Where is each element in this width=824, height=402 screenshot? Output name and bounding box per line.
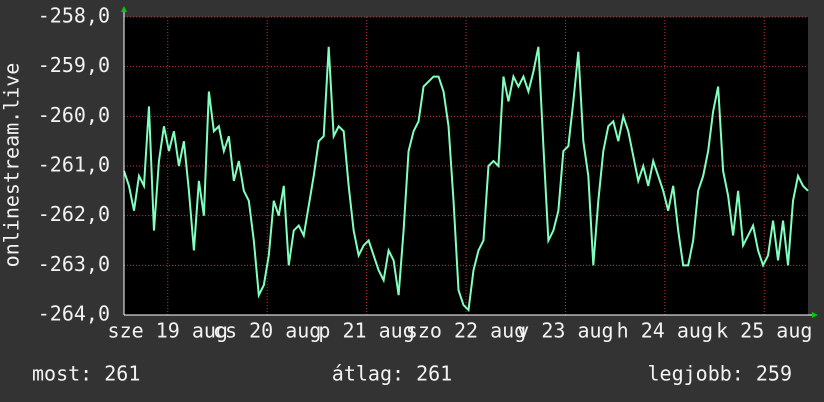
x-axis-arrow xyxy=(812,312,818,318)
y-axis-label: onlinestream.live xyxy=(0,63,24,268)
x-tick-label: cs 20 aug xyxy=(213,319,321,343)
y-axis-arrow xyxy=(121,6,127,12)
y-tick-label: -262,0 xyxy=(38,202,110,226)
x-tick-label: h 24 aug xyxy=(617,319,713,343)
legend-average: átlag: 261 xyxy=(332,362,452,386)
x-tick-label: v 23 aug xyxy=(517,319,613,343)
y-tick-label: -264,0 xyxy=(38,302,110,326)
legend-best: legjobb: 259 xyxy=(648,362,793,386)
y-tick-label: -263,0 xyxy=(38,252,110,276)
x-tick-label: k 25 aug xyxy=(716,319,812,343)
legend-current: most: 261 xyxy=(32,362,140,386)
x-tick-label: sze 19 aug xyxy=(108,319,228,343)
x-tick-label: p 21 aug xyxy=(318,319,414,343)
y-tick-label: -259,0 xyxy=(38,53,110,77)
y-tick-label: -258,0 xyxy=(38,4,110,28)
data-line xyxy=(123,46,809,313)
x-tick-label: szo 22 aug xyxy=(406,319,526,343)
y-tick-label: -261,0 xyxy=(38,153,110,177)
y-tick-label: -260,0 xyxy=(38,103,110,127)
